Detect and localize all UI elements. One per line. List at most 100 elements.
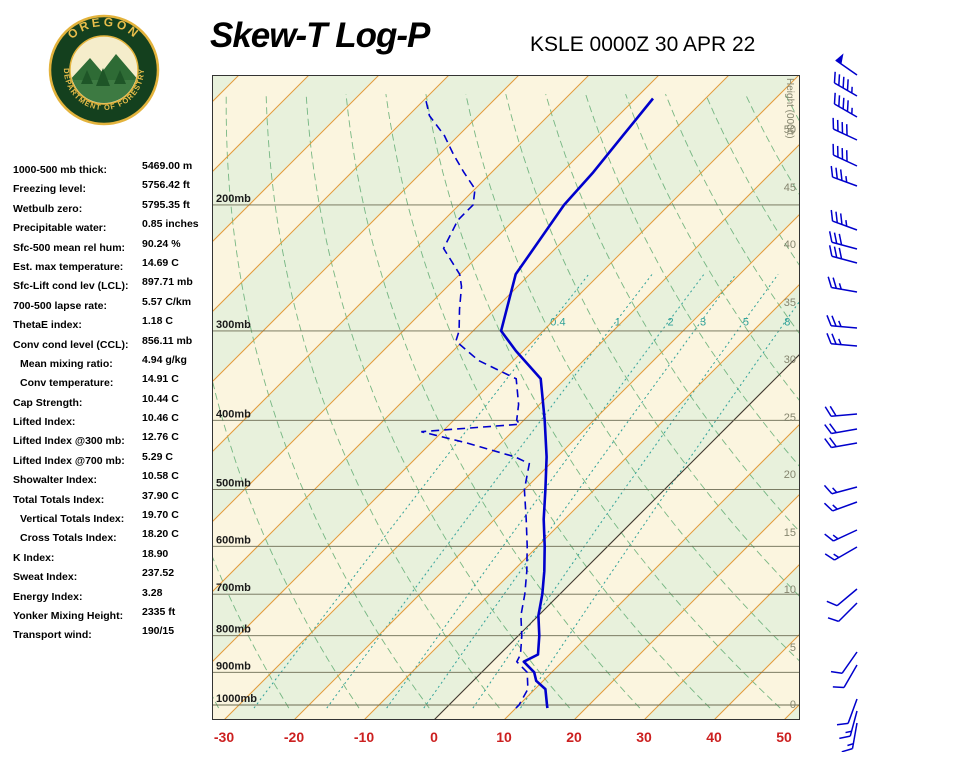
mixing-ratio-label: 2 [668, 317, 674, 329]
index-value: 5795.35 ft [142, 198, 190, 211]
pressure-label: 600mb [216, 534, 251, 546]
mixing-ratio-layer: 0.4 1 2 3 5 8 [253, 273, 800, 709]
index-label: Showalter Index: [13, 474, 98, 487]
temp-axis-label: -20 [283, 729, 305, 745]
index-row: Cross Totals Index: 18.20 C [13, 528, 213, 547]
dewpoint-trace [421, 98, 531, 709]
wind-barb [823, 501, 858, 512]
plot-layers: 0.4 1 2 3 5 8200mb300mb400mb500mb600mb700mb80… [212, 75, 800, 720]
temperature-trace [499, 97, 655, 709]
height-axis-label: 25 [783, 411, 796, 424]
index-row: Cap Strength: 10.44 C [13, 393, 213, 412]
index-value: 856.11 mb [142, 334, 193, 347]
odf-logo: OREGON DEPARTMENT OF FORESTRY [48, 15, 160, 126]
index-value: 897.71 mb [142, 276, 193, 289]
index-row: Sfc-Lift cond lev (LCL): 897.71 mb [13, 276, 213, 295]
mixing-ratio-label: 0.4 [550, 317, 565, 329]
index-label: Mean mixing ratio: [20, 357, 113, 370]
height-axis-label: 45 [783, 181, 796, 194]
index-value: 237.52 [142, 567, 175, 580]
pressure-label: 900mb [216, 660, 251, 672]
index-row: Freezing level: 5756.42 ft [13, 179, 213, 198]
temp-axis-label: 0 [430, 729, 438, 745]
index-value: 18.20 C [142, 528, 179, 541]
wind-barb [827, 276, 858, 293]
wind-barb [832, 664, 858, 689]
wind-barb [833, 92, 858, 118]
index-value: 2335 ft [142, 605, 176, 618]
index-row: K Index: 18.90 [13, 548, 213, 567]
index-label: Energy Index: [13, 590, 83, 603]
index-label: Freezing level: [13, 183, 86, 196]
index-row: Mean mixing ratio: 4.94 g/kg [13, 354, 213, 373]
index-label: Precipitable water: [13, 222, 107, 235]
index-row: ThetaE index: 1.18 C [13, 315, 213, 334]
index-value: 5756.42 ft [142, 179, 190, 192]
wind-barb [824, 529, 858, 542]
index-row: Showalter Index: 10.58 C [13, 470, 213, 489]
wind-barb [832, 143, 858, 167]
index-value: 90.24 % [142, 237, 181, 250]
index-label: Yonker Mixing Height: [13, 609, 124, 622]
index-row: Precipitable water: 0.85 inches [13, 218, 213, 237]
height-axis-label: 20 [783, 469, 796, 481]
index-row: Total Totals Index: 37.90 C [13, 490, 213, 509]
temp-axis-label: 20 [566, 729, 582, 745]
index-row: Conv temperature: 14.91 C [13, 373, 213, 392]
index-row: Est. max temperature: 14.69 C [13, 257, 213, 276]
plot-border [212, 75, 800, 720]
pressure-label: 300mb [216, 319, 251, 331]
height-axis-label: 10 [783, 584, 796, 596]
mixing-ratio-label: 1 [615, 317, 621, 329]
wind-barb [841, 722, 858, 752]
index-label: ThetaE index: [13, 319, 82, 332]
station-id-label: KSLE 0000Z 30 APR 22 [530, 33, 756, 56]
index-value: 14.69 C [142, 256, 179, 269]
index-value: 10.44 C [142, 392, 179, 405]
index-row: Sweat Index: 237.52 [13, 567, 213, 586]
index-label: Est. max temperature: [13, 260, 124, 273]
wind-barb [830, 165, 858, 187]
wind-barb [827, 602, 858, 623]
temp-axis-label: 40 [706, 729, 722, 745]
temp-axis-label: -10 [353, 729, 375, 745]
index-value: 1.18 C [142, 315, 173, 328]
index-label: Cap Strength: [13, 396, 83, 409]
wind-barb [824, 405, 858, 418]
index-row: Lifted Index @300 mb: 12.76 C [13, 431, 213, 450]
height-axis-label: 0 [789, 699, 796, 711]
height-axis: 50 45 40 35 30 25 20 15 10 5 0 [764, 0, 796, 768]
pressure-label: 700mb [216, 582, 251, 594]
temp-axis-label: 50 [776, 729, 792, 745]
index-row: Sfc-500 mean rel hum: 90.24 % [13, 238, 213, 257]
isotherms-layer [212, 75, 800, 720]
index-value: 4.94 g/kg [142, 353, 187, 366]
wind-barb [828, 245, 858, 264]
index-row: Wetbulb zero: 5795.35 ft [13, 199, 213, 218]
wind-barb [826, 333, 858, 347]
wind-barb [826, 588, 858, 607]
index-label: Sfc-500 mean rel hum: [13, 241, 126, 254]
index-value: 190/15 [142, 625, 175, 638]
wind-barb [830, 651, 858, 675]
index-value: 37.90 C [142, 489, 179, 502]
wind-barb [823, 484, 858, 495]
index-label: Vertical Totals Index: [20, 513, 125, 526]
index-value: 10.58 C [142, 470, 179, 483]
temp-axis-label: -30 [213, 729, 235, 745]
logo-forest-scene [71, 54, 137, 103]
wind-barb [824, 546, 858, 561]
wind-barb [824, 423, 858, 435]
index-value: 3.28 [142, 586, 163, 599]
mixing-ratio-label: 8 [784, 317, 790, 329]
index-value: 5469.00 m [142, 160, 193, 172]
index-label: 1000-500 mb thick: [13, 164, 107, 176]
page-title: Skew-T Log-P [210, 16, 430, 55]
index-row: Energy Index: 3.28 [13, 587, 213, 606]
index-value: 10.46 C [142, 412, 179, 425]
index-label: 700-500 lapse rate: [13, 299, 107, 312]
temperature-axis: -30 -20 -10 0 10 20 30 40 50 [0, 729, 960, 749]
index-value: 5.57 C/km [142, 295, 192, 308]
index-label: Lifted Index @700 mb: [13, 454, 125, 467]
